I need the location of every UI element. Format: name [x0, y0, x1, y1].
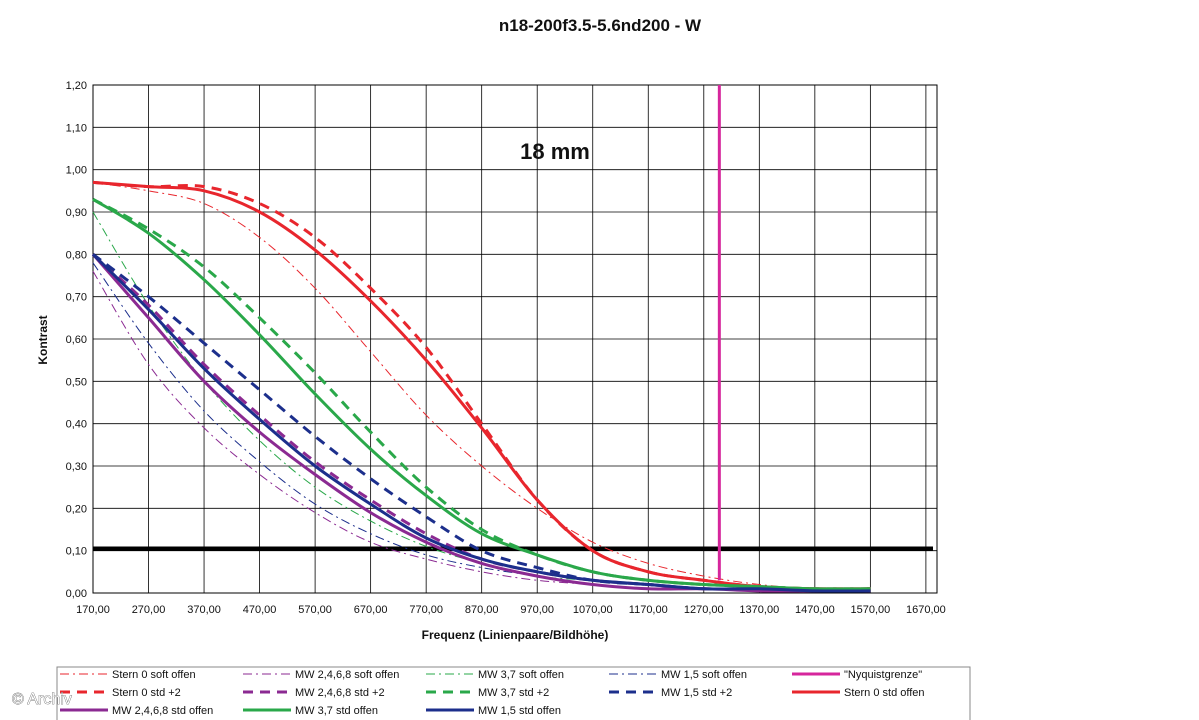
series-line [91, 253, 871, 593]
y-tick-label: 0,80 [66, 249, 87, 261]
y-tick-label: 1,20 [66, 80, 87, 92]
series-line [92, 180, 871, 591]
x-tick-label: 770,00 [409, 604, 443, 616]
y-tick-label: 0,40 [66, 419, 87, 431]
legend-label: MW 1,5 std offen [478, 705, 561, 717]
y-tick-label: 1,10 [66, 122, 87, 134]
y-axis-label: Kontrast [36, 315, 50, 364]
y-tick-label: 0,90 [66, 207, 87, 219]
chart-title: n18-200f3.5-5.6nd200 - W [499, 16, 702, 35]
y-tick-label: 0,60 [66, 334, 87, 346]
x-tick-label: 1370,00 [739, 604, 779, 616]
legend-label: Stern 0 std +2 [112, 687, 181, 699]
series-line [92, 198, 871, 591]
y-tick-label: 0,10 [66, 546, 87, 558]
x-tick-label: 970,00 [520, 604, 554, 616]
watermark: © Archiv [12, 691, 72, 708]
legend-label: MW 2,4,6,8 std offen [112, 705, 213, 717]
x-tick-label: 1570,00 [850, 604, 890, 616]
y-axis-ticks: 0,00 0,10 0,20 0,30 0,40 0,50 0,60 0,70 0,80 0,90… [66, 80, 87, 600]
grid [92, 84, 938, 594]
legend-label: MW 2,4,6,8 soft offen [295, 669, 399, 681]
x-axis-ticks: 170,00 270,00 370,00 470,00 570,00 670,00 770,… [76, 604, 946, 616]
legend-label: MW 3,7 soft offen [478, 669, 564, 681]
x-tick-label: 270,00 [132, 604, 166, 616]
x-tick-label: 870,00 [465, 604, 499, 616]
x-axis-label: Frequenz (Linienpaare/Bildhöhe) [422, 628, 609, 642]
legend-label: MW 2,4,6,8 std +2 [295, 687, 385, 699]
x-tick-label: 570,00 [298, 604, 332, 616]
x-tick-label: 370,00 [187, 604, 221, 616]
legend-label: MW 1,5 std +2 [661, 687, 732, 699]
y-tick-label: 0,20 [66, 503, 87, 515]
y-tick-label: 0,50 [66, 376, 87, 388]
y-tick-label: 1,00 [66, 165, 87, 177]
legend-label: "Nyquistgrenze" [844, 669, 922, 681]
focal-length-annotation: 18 mm [520, 139, 590, 164]
x-tick-label: 170,00 [76, 604, 110, 616]
y-tick-label: 0,30 [66, 461, 87, 473]
x-tick-label: 1170,00 [629, 604, 668, 616]
series-line [92, 197, 871, 591]
x-tick-label: 470,00 [243, 604, 277, 616]
legend-label: MW 3,7 std +2 [478, 687, 549, 699]
series-line [92, 253, 871, 593]
legend-label: Stern 0 std offen [844, 687, 925, 699]
legend: Stern 0 soft offen MW 2,4,6,8 soft offen M… [56, 666, 971, 720]
x-tick-label: 670,00 [354, 604, 388, 616]
plot-area [91, 85, 933, 593]
x-tick-label: 1670,00 [906, 604, 946, 616]
legend-label: MW 1,5 soft offen [661, 669, 747, 681]
legend-label: Stern 0 soft offen [112, 669, 196, 681]
series-line [92, 181, 871, 590]
x-tick-label: 1470,00 [795, 604, 835, 616]
x-tick-label: 1070,00 [573, 604, 613, 616]
x-tick-label: 1270,00 [684, 604, 724, 616]
y-tick-label: 0,00 [66, 588, 87, 600]
legend-label: MW 3,7 std offen [295, 705, 378, 717]
y-tick-label: 0,70 [66, 292, 87, 304]
